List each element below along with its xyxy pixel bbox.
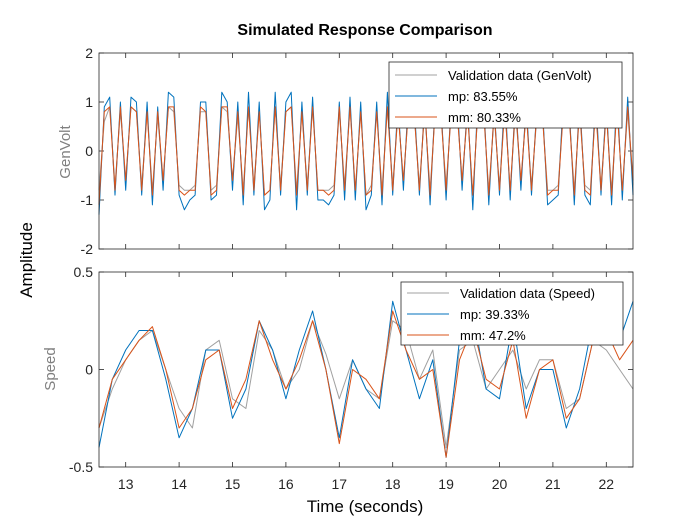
series-line-speed-mm bbox=[98, 310, 634, 458]
xtick-label: 21 bbox=[545, 476, 561, 492]
chart-title: Simulated Response Comparison bbox=[237, 22, 492, 39]
panel-genvolt-legend-box bbox=[388, 61, 623, 129]
legend-label-speed-validation: Validation data (Speed) bbox=[460, 286, 595, 301]
series-line-speed-mp bbox=[98, 300, 634, 458]
panel-genvolt-ytick-label: -2 bbox=[81, 241, 94, 257]
panel-genvolt-ytick-label: 1 bbox=[85, 94, 93, 110]
legend-label-genvolt-mm: mm: 80.33% bbox=[448, 110, 521, 125]
panel-genvolt-lines bbox=[98, 91, 634, 215]
panel-genvolt-ticks: 2 1 0 -1 -2 bbox=[81, 45, 633, 257]
legend-label-speed-mm: mm: 47.2% bbox=[460, 328, 526, 343]
xtick-label: 13 bbox=[118, 476, 134, 492]
panel-genvolt-ytick-label: 2 bbox=[85, 45, 93, 61]
panel-speed-ytick-label: 0 bbox=[85, 362, 93, 378]
panel-speed: Speed 0.5 0 -0.5 13 14 15 16 17 18 19 20 21 22 Valid… bbox=[42, 264, 634, 492]
panel-genvolt-ytick-label: -1 bbox=[81, 192, 94, 208]
xtick-label: 20 bbox=[492, 476, 508, 492]
panel-genvolt-ylabel: GenVolt bbox=[57, 124, 74, 178]
panel-speed-lines bbox=[98, 300, 634, 458]
xtick-label: 17 bbox=[332, 476, 348, 492]
panel-genvolt-legend: Validation data (GenVolt) mp: 83.55% mm:… bbox=[388, 61, 623, 129]
x-axis-label: Time (seconds) bbox=[307, 497, 424, 516]
panel-speed-ytick-label: 0.5 bbox=[74, 264, 94, 280]
panel-speed-ylabel: Speed bbox=[42, 347, 59, 390]
xtick-label: 15 bbox=[225, 476, 241, 492]
panel-genvolt-frame bbox=[98, 52, 634, 250]
legend-label-genvolt-validation: Validation data (GenVolt) bbox=[448, 68, 592, 83]
panel-speed-ytick-label: -0.5 bbox=[69, 459, 93, 475]
panel-speed-legend: Validation data (Speed) mp: 39.33% mm: 4… bbox=[400, 281, 624, 346]
legend-label-genvolt-mp: mp: 83.55% bbox=[448, 89, 518, 104]
xtick-label: 18 bbox=[385, 476, 401, 492]
xtick-label: 19 bbox=[438, 476, 454, 492]
xtick-label: 14 bbox=[171, 476, 187, 492]
xtick-label: 16 bbox=[278, 476, 294, 492]
panel-genvolt: GenVolt 2 1 0 -1 -2 Validation data (GenVolt… bbox=[57, 45, 634, 257]
panel-speed-ticks: 0.5 0 -0.5 13 14 15 16 17 18 19 20 21 22 bbox=[69, 264, 633, 492]
legend-label-speed-mp: mp: 39.33% bbox=[460, 307, 530, 322]
panel-speed-frame bbox=[98, 271, 634, 468]
xtick-label: 22 bbox=[599, 476, 615, 492]
series-line-genvolt-mm bbox=[98, 106, 634, 205]
y-axis-label: Amplitude bbox=[17, 222, 36, 298]
panel-genvolt-ytick-label: 0 bbox=[85, 143, 93, 159]
